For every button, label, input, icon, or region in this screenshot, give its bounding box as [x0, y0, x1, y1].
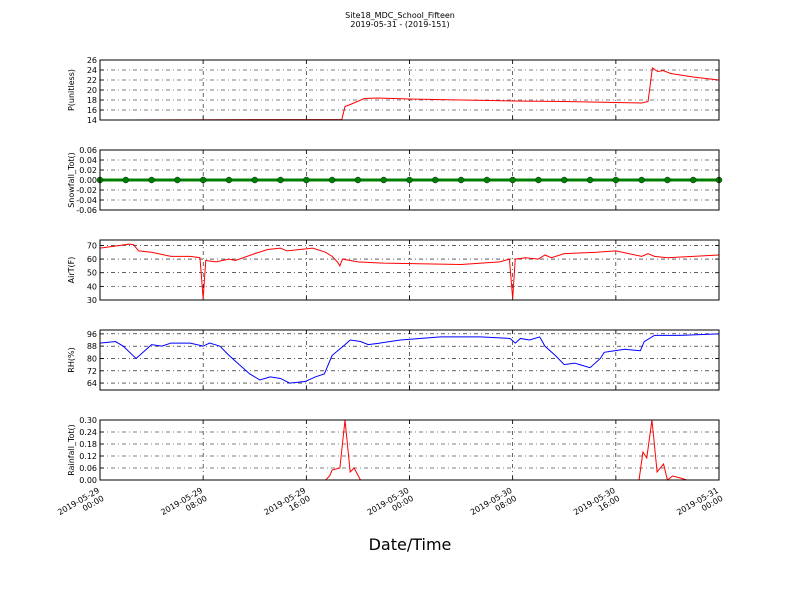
y-tick-label: 0.30	[79, 416, 97, 425]
data-point	[225, 176, 233, 184]
data-point	[483, 176, 491, 184]
data-point	[277, 176, 284, 184]
y-tick-label: 16	[87, 106, 97, 115]
plot-frame	[99, 419, 720, 481]
y-tick-label: 0.18	[79, 440, 97, 449]
data-point	[561, 176, 568, 184]
plot-frame	[99, 149, 720, 211]
plot-frame	[99, 329, 720, 391]
data-point	[199, 176, 207, 184]
plot-frame	[99, 59, 720, 121]
y-axis-label: AirT(F)	[67, 257, 76, 284]
y-tick-label: -0.06	[76, 206, 97, 215]
data-point	[406, 176, 413, 184]
data-point	[432, 176, 439, 184]
data-point	[690, 176, 697, 184]
plot-frame	[99, 239, 720, 301]
data-point	[328, 176, 336, 184]
data-point	[586, 176, 594, 184]
y-axis-label: P(unitless)	[67, 69, 76, 111]
data-point	[122, 176, 129, 184]
data-point	[380, 176, 387, 184]
y-tick-label: 18	[87, 96, 97, 105]
y-tick-label: 70	[87, 241, 97, 250]
y-axis-label: RH(%)	[67, 347, 76, 372]
data-point	[509, 176, 516, 184]
data-line	[100, 419, 719, 481]
y-tick-label: 14	[87, 116, 97, 125]
y-axis-label: Snowfall_Tot()	[67, 152, 76, 208]
y-tick-label: -0.04	[76, 196, 97, 205]
y-tick-label: 50	[87, 269, 97, 278]
y-tick-label: 0.00	[79, 476, 97, 485]
chart-title: Site18_MDC_School_Fifteen	[345, 11, 455, 20]
data-point	[251, 176, 258, 184]
y-tick-label: 0.04	[79, 156, 97, 165]
data-line	[99, 333, 720, 384]
y-tick-label: 0.24	[79, 428, 97, 437]
data-line	[99, 243, 720, 299]
y-tick-label: 72	[87, 367, 97, 376]
y-tick-label: -0.02	[76, 186, 97, 195]
x-axis-label: Date/Time	[369, 535, 452, 554]
y-tick-label: 24	[87, 66, 97, 75]
y-tick-label: 0.12	[79, 452, 97, 461]
y-tick-label: 96	[87, 330, 97, 339]
y-tick-label: 64	[87, 379, 97, 388]
y-tick-label: 0.06	[79, 146, 97, 155]
y-tick-label: 88	[87, 342, 97, 351]
y-tick-label: 22	[87, 76, 97, 85]
y-tick-label: 20	[87, 86, 97, 95]
data-point	[664, 176, 671, 184]
data-point	[354, 176, 362, 184]
data-line	[99, 67, 720, 121]
data-point	[174, 176, 181, 184]
y-tick-label: 0.06	[79, 464, 97, 473]
data-point	[148, 176, 155, 184]
y-tick-label: 60	[87, 255, 97, 264]
y-tick-label: 80	[87, 354, 97, 363]
y-tick-label: 30	[87, 296, 97, 305]
y-axis-label: Rainfall_Tot()	[67, 424, 76, 476]
data-point	[457, 176, 465, 184]
chart-subtitle: 2019-05-31 - (2019-151)	[350, 20, 449, 29]
data-point	[612, 176, 620, 184]
data-point	[303, 176, 310, 184]
data-point	[638, 176, 645, 184]
data-point	[535, 176, 542, 184]
y-tick-label: 40	[87, 282, 97, 291]
y-tick-label: 0.02	[79, 166, 97, 175]
y-tick-label: 26	[87, 56, 97, 65]
y-tick-label: 0.00	[79, 176, 97, 185]
